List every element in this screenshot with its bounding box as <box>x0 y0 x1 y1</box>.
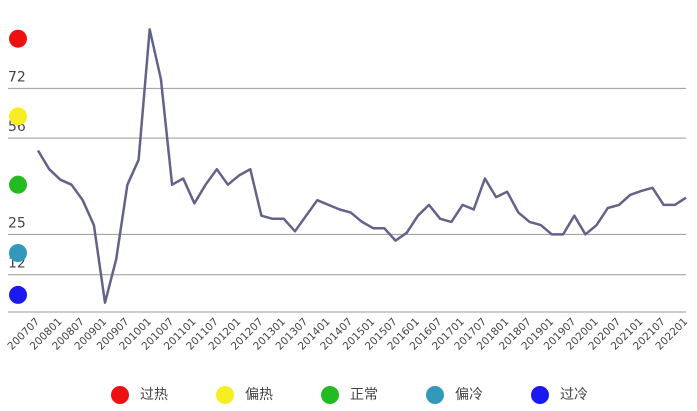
y-tick-label: 25 <box>8 215 26 231</box>
legend-label: 偏热 <box>245 387 273 403</box>
legend-swatch <box>426 386 444 404</box>
legend-label: 正常 <box>350 387 378 403</box>
zone-marker <box>9 244 27 262</box>
legend-swatch <box>321 386 339 404</box>
legend-label: 过热 <box>140 387 168 403</box>
zone-marker <box>9 107 27 126</box>
zone-marker <box>9 29 27 48</box>
legend-swatch <box>216 386 234 404</box>
zone-marker <box>9 285 27 304</box>
zone-marker <box>9 175 27 194</box>
legend-label: 偏冷 <box>455 387 483 403</box>
y-tick-label: 72 <box>8 69 26 85</box>
data-line <box>36 28 687 304</box>
legend-label: 过冷 <box>560 387 588 403</box>
legend-swatch <box>111 386 129 404</box>
legend-swatch <box>531 386 549 404</box>
